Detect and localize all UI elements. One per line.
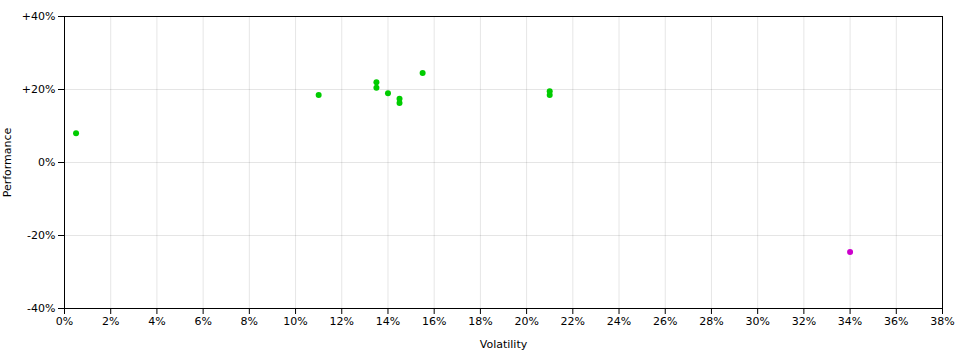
svg-text:20%: 20% — [514, 315, 538, 328]
svg-text:+20%: +20% — [22, 83, 56, 96]
svg-text:32%: 32% — [792, 315, 816, 328]
svg-text:36%: 36% — [884, 315, 908, 328]
svg-text:Performance: Performance — [1, 127, 14, 197]
svg-text:-20%: -20% — [27, 229, 55, 242]
svg-text:24%: 24% — [607, 315, 631, 328]
svg-text:18%: 18% — [468, 315, 492, 328]
svg-text:Volatility: Volatility — [480, 338, 528, 350]
svg-text:4%: 4% — [148, 315, 165, 328]
svg-text:2%: 2% — [102, 315, 119, 328]
svg-text:14%: 14% — [376, 315, 400, 328]
svg-text:34%: 34% — [838, 315, 862, 328]
svg-text:6%: 6% — [194, 315, 211, 328]
svg-text:30%: 30% — [745, 315, 769, 328]
svg-text:28%: 28% — [699, 315, 723, 328]
svg-text:8%: 8% — [241, 315, 258, 328]
svg-text:38%: 38% — [930, 315, 954, 328]
svg-text:+40%: +40% — [22, 10, 56, 23]
svg-text:-40%: -40% — [27, 302, 55, 315]
svg-text:10%: 10% — [283, 315, 307, 328]
svg-text:0%: 0% — [38, 156, 55, 169]
svg-text:26%: 26% — [653, 315, 677, 328]
svg-text:16%: 16% — [422, 315, 446, 328]
svg-text:12%: 12% — [330, 315, 354, 328]
svg-text:22%: 22% — [561, 315, 585, 328]
svg-text:0%: 0% — [56, 315, 73, 328]
